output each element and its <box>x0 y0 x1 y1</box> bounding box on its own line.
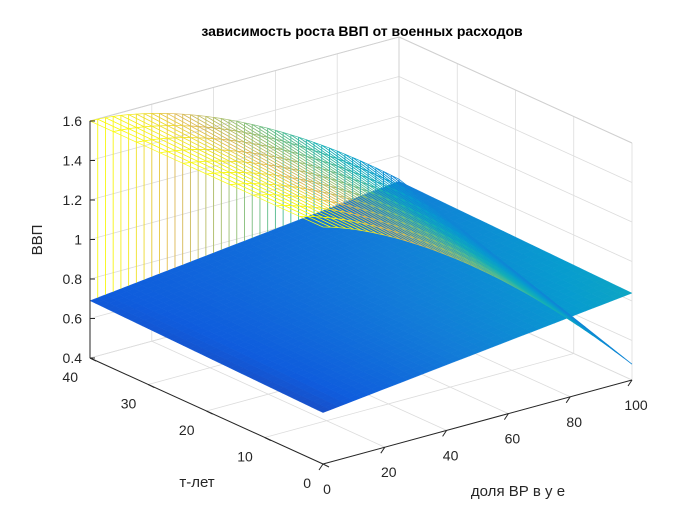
x-axis-label: доля ВР в у е <box>471 483 565 500</box>
floor-grid-line <box>264 353 574 438</box>
x-tick-label: 20 <box>381 464 397 480</box>
z-tick-label: 0.8 <box>63 271 83 287</box>
side-wall-grid-line <box>398 155 633 262</box>
x-tick-label: 100 <box>624 397 648 413</box>
x-tick <box>318 463 324 471</box>
y-tick-label: 0 <box>303 475 311 491</box>
y-tick <box>148 384 155 388</box>
z-tick-label: 0.4 <box>63 350 83 366</box>
x-tick <box>565 396 571 404</box>
box-edge <box>398 36 633 144</box>
y-tick <box>264 437 271 441</box>
x-tick-label: 0 <box>323 481 331 497</box>
cap-patch <box>600 339 633 365</box>
back-wall-grid-line <box>89 76 400 161</box>
z-tick-label: 0.6 <box>63 311 83 327</box>
surface-cap <box>88 113 633 365</box>
y-tick <box>89 357 97 362</box>
chart-title: зависимость роста ВВП от военных расходо… <box>201 23 523 39</box>
x-tick <box>503 413 509 420</box>
side-wall-grid-line <box>398 76 633 183</box>
x-tick <box>442 430 448 437</box>
y-tick <box>206 410 213 415</box>
y-tick-label: 40 <box>62 369 78 385</box>
x-tick <box>380 446 386 454</box>
y-tick <box>322 463 330 468</box>
side-wall-grid-line <box>398 115 633 223</box>
x-tick <box>627 379 633 387</box>
axis-layer: 0.4 0.6 0.8 1 1.2 1.4 1.6 0 20 40 60 80 100 0 10 20 30 40 <box>62 113 647 497</box>
x-axis-line <box>322 379 633 465</box>
z-tick-label: 1.2 <box>63 192 83 208</box>
y-tick-label: 20 <box>179 422 195 438</box>
z-tick-label: 1 <box>74 232 82 248</box>
x-tick-label: 80 <box>566 414 582 430</box>
y-tick-label: 10 <box>237 449 253 465</box>
z-axis-label: ВВП <box>29 225 46 256</box>
surface-mesh <box>88 113 633 413</box>
box-edge <box>89 36 400 122</box>
y-axis-label: т-лет <box>179 474 214 491</box>
y-tick-label: 30 <box>121 396 137 412</box>
x-tick-label: 40 <box>443 447 459 463</box>
x-tick-label: 60 <box>505 431 521 447</box>
z-tick-label: 1.6 <box>63 113 83 129</box>
z-tick-label: 1.4 <box>63 153 83 169</box>
